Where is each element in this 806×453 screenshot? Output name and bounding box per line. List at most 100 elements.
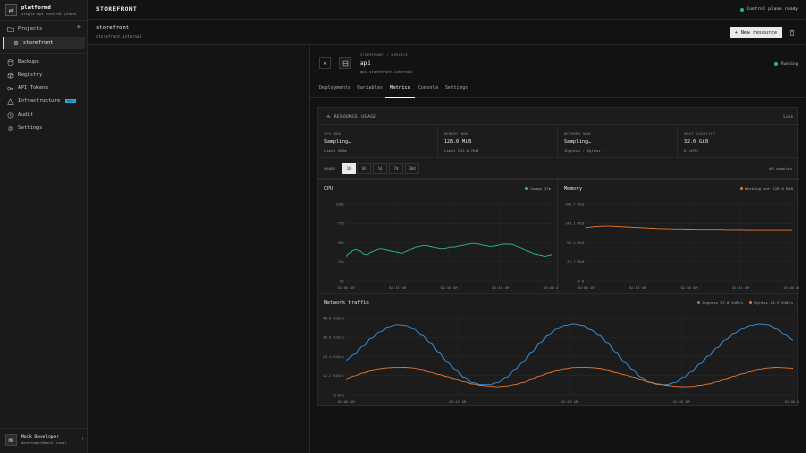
x-tick-label: 02:30 AM (681, 286, 698, 290)
trash-icon[interactable] (788, 28, 796, 37)
server-icon (7, 97, 14, 105)
service-icon (339, 57, 351, 69)
close-icon[interactable]: ✕ (319, 57, 331, 69)
range-label: RANGE (324, 166, 336, 171)
y-tick-label: 75% (338, 222, 345, 226)
x-tick-label: 02:15 AM (449, 400, 466, 404)
new-resource-button[interactable]: + New resource (729, 27, 782, 38)
stat-label: MEMORY NOW (444, 132, 469, 136)
stat-value: 32.0 GiB (684, 139, 709, 145)
project-header: storefront storefront.internal + New res… (89, 21, 806, 45)
y-tick-label: 100% (336, 202, 345, 206)
status-dot-icon (774, 61, 779, 66)
service-name: api (360, 60, 371, 67)
user-name: Mock Developer (21, 435, 59, 440)
project-label: storefront (23, 40, 54, 46)
legend-swatch (739, 187, 743, 190)
x-tick-label: 03:00 AM (784, 286, 799, 290)
x-tick-label: 02:00 AM (338, 400, 355, 404)
chart-title: Network traffic (324, 300, 370, 306)
x-tick-label: 03:00 AM (544, 286, 558, 290)
series-line-egress (345, 366, 794, 388)
range-7d-button[interactable]: 7d (389, 163, 403, 174)
service-panel: ✕ STOREFRONT / SERVICE api api.storefron… (310, 46, 806, 453)
tab-settings[interactable]: Settings (445, 86, 469, 91)
divider (0, 20, 88, 21)
chart-title: Memory (564, 186, 583, 192)
folder-icon (7, 26, 14, 32)
project-name: storefront (96, 25, 130, 31)
service-status: Running (774, 61, 798, 66)
sidebar-item-backups[interactable]: Backups (0, 56, 88, 68)
clock-icon (7, 112, 14, 118)
cpu-chart: CPU Usage 27m 100% 75% 50% 25% 0% 02:00 AM 02:… (318, 179, 558, 293)
live-indicator: Live (783, 114, 793, 119)
sidebar-item-api-tokens[interactable]: API Tokens (0, 82, 88, 94)
series-line-ingress (345, 323, 794, 386)
y-tick-label: 24.4 KiB/s (323, 355, 344, 359)
network-chart: Network traffic Ingress 37.8 KiB/s Egres… (318, 293, 799, 407)
sidebar-item-settings[interactable]: Settings (0, 122, 88, 134)
logo: pd (5, 4, 17, 16)
stat-cpu: CPU NOW Sampling… Limit 500m (318, 125, 438, 158)
legend-swatch (525, 187, 529, 190)
gear-icon (7, 125, 14, 131)
network-plot: 48.8 KiB/s 36.6 KiB/s 24.4 KiB/s 12.2 KiB/s… (323, 316, 799, 404)
tab-console[interactable]: Console (418, 86, 439, 91)
topbar: STOREFRONT Control plane ready (89, 0, 806, 20)
database-icon (7, 58, 14, 66)
stat-host-capacity: HOST CAPACITY 32.0 GiB 8 vCPU (678, 125, 798, 158)
sidebar-item-registry[interactable]: Registry (0, 69, 88, 81)
sidebar-item-label: Settings (18, 125, 43, 131)
projects-header[interactable]: Projects + (0, 23, 88, 35)
card-header: RESOURCE USAGE Live (318, 108, 799, 125)
divider (0, 428, 88, 429)
activity-icon (326, 114, 331, 119)
range-6h-button[interactable]: 6h (357, 163, 371, 174)
sidebar-item-infrastructure[interactable]: Infrastructure BETA (0, 95, 88, 107)
tab-variables[interactable]: Variables (357, 86, 383, 91)
brand[interactable]: pd platformd single-api control plane (5, 4, 76, 16)
stat-sub: Limit 500m (324, 148, 347, 153)
stats-row: CPU NOW Sampling… Limit 500m MEMORY NOW … (318, 125, 799, 158)
stat-value: 128.0 MiB (444, 139, 472, 145)
sidebar-item-label: Audit (18, 112, 34, 118)
range-1h-button[interactable]: 1h (342, 163, 356, 174)
sidebar-item-label: Registry (18, 72, 43, 78)
y-tick-label: 0% (340, 279, 345, 283)
stat-sub: Limit 512.0 MiB (444, 148, 479, 153)
beta-badge: BETA (65, 99, 77, 103)
range-selector: RANGE 1h 6h 1d 7d 30d 60 samples (318, 158, 799, 179)
stat-label: NETWORK NOW (564, 132, 591, 136)
chart-legend: Usage 27m (525, 186, 551, 191)
project-item-storefront[interactable]: storefront (3, 37, 85, 49)
control-plane-status: Control plane ready (739, 7, 798, 12)
range-1d-button[interactable]: 1d (373, 163, 387, 174)
tab-deployments[interactable]: Deployments (319, 86, 351, 91)
series-line-working-set (585, 225, 792, 231)
canvas-area[interactable] (89, 46, 310, 453)
chart-legend: Ingress 37.8 KiB/s Egress 15.9 KiB/s (696, 300, 793, 305)
legend-label: Usage 27m (530, 186, 551, 191)
y-tick-label: 190.7 MiB (565, 202, 584, 206)
stat-network: NETWORK NOW Sampling… Ingress - Egress - (558, 125, 678, 158)
range-30d-button[interactable]: 30d (405, 163, 419, 174)
service-status-text: Running (781, 61, 798, 66)
x-tick-label: 02:45 AM (732, 286, 749, 290)
plus-icon: + (734, 29, 738, 36)
chevron-left-icon[interactable]: ‹ (80, 436, 84, 442)
y-tick-label: 47.7 MiB (567, 260, 584, 264)
chart-legend: Working set 128.0 MiB (739, 186, 793, 191)
user-menu[interactable]: MD Mock Developer developer@mock.local ‹ (5, 433, 85, 447)
sidebar-item-audit[interactable]: Audit (0, 109, 88, 121)
x-tick-label: 02:45 AM (673, 400, 690, 404)
tab-metrics[interactable]: Metrics (385, 86, 416, 98)
x-tick-label: 02:00 AM (578, 286, 595, 290)
divider (0, 53, 88, 54)
y-tick-label: 12.2 KiB/s (323, 374, 344, 378)
x-tick-label: 02:00 AM (338, 286, 355, 290)
add-project-icon[interactable]: + (76, 23, 81, 31)
project-host: storefront.internal (96, 34, 142, 39)
memory-plot: 190.7 MiB 143.1 MiB 95.4 MiB 47.7 MiB 0 B 02:… (565, 202, 799, 290)
stat-value: Sampling… (564, 139, 592, 145)
